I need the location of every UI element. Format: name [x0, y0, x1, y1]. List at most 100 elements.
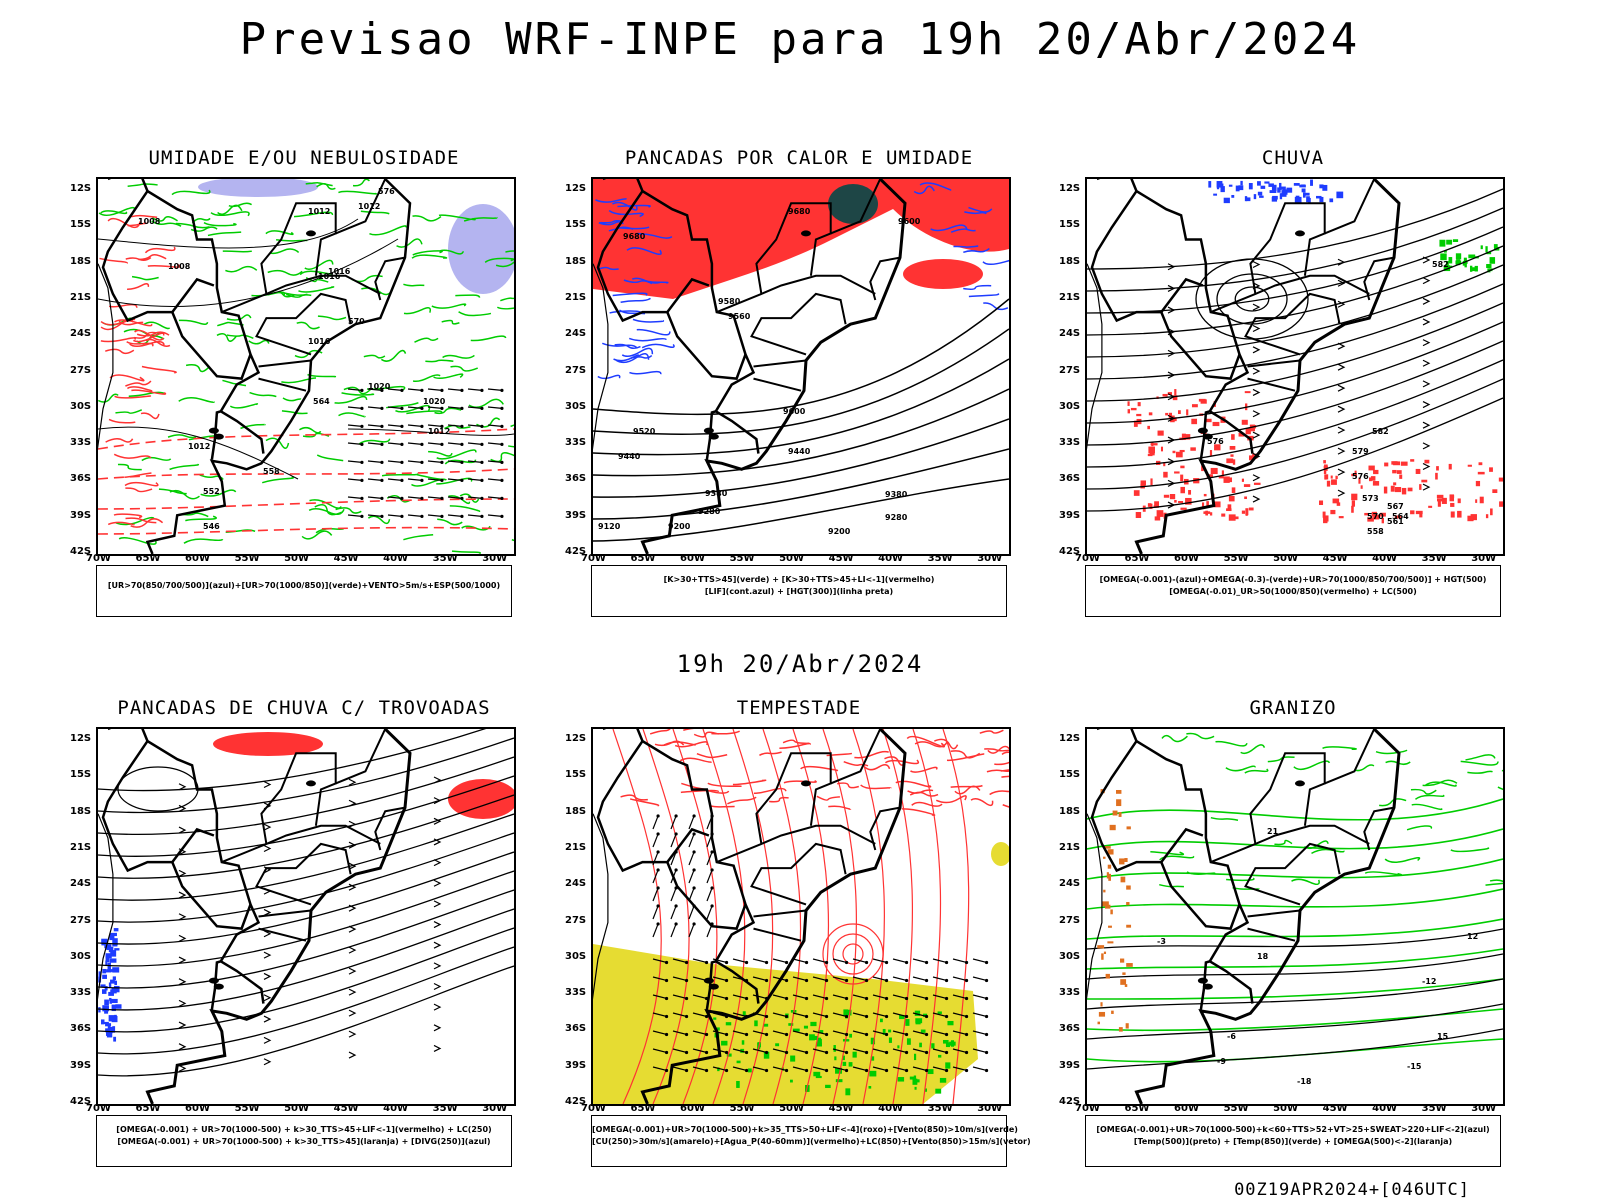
streamline — [98, 946, 514, 1055]
streamline — [1087, 188, 1503, 270]
contour-label: 12 — [1467, 932, 1478, 941]
lc850-streamline — [822, 729, 858, 1104]
lon-tick-label: 70W — [581, 553, 606, 564]
coastline — [145, 179, 412, 554]
political-border — [335, 179, 387, 235]
streamline-arrow — [1167, 414, 1176, 422]
lon-tick-label: 35W — [432, 553, 458, 564]
pressure-contour — [98, 426, 299, 480]
lon-tick-label: 65W — [630, 553, 656, 564]
political-border — [258, 377, 307, 392]
legend-line: [CU(250)>30m/s](amarelo)+[Agua_P(40-60mm… — [592, 1137, 1031, 1146]
coastline — [640, 729, 907, 1104]
contour-label: 9200 — [668, 522, 691, 531]
lat-tick-label: 24S — [565, 328, 587, 340]
lat-tick-label: 30S — [565, 400, 587, 412]
contour-label: 1008 — [168, 262, 191, 271]
lat-tick-label: 42S — [1059, 546, 1081, 557]
streamline-arrow — [263, 1036, 272, 1044]
temp850-contour — [1087, 1008, 1503, 1032]
contour-label: 9600 — [898, 217, 921, 226]
contour-label: 9440 — [618, 452, 641, 461]
contour-label: 1020 — [368, 382, 391, 391]
streamline-arrow — [178, 869, 187, 877]
lat-tick-label: 39S — [1059, 509, 1081, 521]
streamline-arrow — [1422, 401, 1431, 409]
political-border — [171, 311, 252, 380]
contour-label: 564 — [1392, 512, 1409, 521]
contour-label: 558 — [263, 467, 280, 476]
legend-line: [OMEGA(-0.001)-(azul)+OMEGA(-0.3)-(verde… — [1099, 575, 1487, 584]
contour-label: 1012 — [188, 442, 210, 451]
political-border — [1090, 740, 1204, 873]
streamline-arrow — [1337, 447, 1346, 455]
thickness-contour — [98, 526, 514, 535]
contour-label: 570 — [1367, 512, 1384, 521]
map-panel-chuva: 582 582 579 576 573 570 567 564 561 558 576 — [1085, 177, 1505, 556]
contour-label: 1008 — [138, 217, 161, 226]
red-rain-area — [1319, 459, 1503, 524]
contour-label: 9680 — [788, 207, 811, 216]
streamline-arrow — [348, 1051, 357, 1059]
contour-label: 1016 — [318, 272, 341, 281]
lat-tick-label: 18S — [565, 805, 587, 817]
streamline-arrow — [433, 817, 442, 825]
map-basemap — [98, 179, 412, 554]
lon-tick-label: 70W — [86, 553, 111, 564]
thickness-contour — [98, 498, 514, 510]
political-border — [602, 179, 760, 454]
political-border — [716, 824, 876, 864]
lat-tick-label: 15S — [70, 769, 92, 781]
lat-tick-label: 30S — [1059, 400, 1081, 412]
political-border — [1247, 359, 1301, 368]
lat-tick-label: 24S — [70, 328, 92, 340]
streamline-arrow — [1167, 349, 1176, 357]
contour-label: 570 — [348, 317, 365, 326]
legend-line: [UR>70(850/700/500)](azul)+[UR>70(1000/8… — [107, 581, 501, 590]
contour-label: 15 — [1437, 1032, 1449, 1041]
political-border — [705, 960, 717, 1010]
lon-tick-label: 35W — [927, 1103, 953, 1114]
lon-tick-label: 45W — [333, 553, 359, 564]
map-canvas-granizo: 12 15 18 21 -3 -6 -9 -12 -15 -18 — [1087, 729, 1503, 1104]
lat-tick-label: 33S — [70, 437, 92, 449]
lake-marker — [800, 780, 811, 787]
map-basemap — [1087, 179, 1401, 554]
pressure-contour — [98, 218, 359, 249]
political-border — [1324, 179, 1376, 235]
lat-tick-label: 27S — [70, 364, 92, 376]
wind850-vectors — [652, 814, 714, 938]
streamline-arrow — [1337, 384, 1346, 392]
lat-tick-label: 12S — [70, 733, 92, 745]
political-border — [1090, 190, 1204, 323]
political-border — [260, 202, 337, 295]
streamline-arrow — [1167, 284, 1176, 292]
streamline-arrow — [1252, 367, 1261, 375]
lat-tick-label: 15S — [565, 219, 587, 231]
political-border — [335, 729, 387, 785]
map-panel-pancadas-calor: 9680 9680 9600 9580 9560 9520 9440 9440 9380 9380… — [591, 177, 1011, 556]
political-border — [107, 729, 265, 1004]
streamline — [98, 775, 514, 857]
lat-tick-label: 39S — [565, 509, 587, 521]
streamline — [98, 756, 514, 836]
lon-tick-label: 50W — [779, 553, 805, 564]
contour-label: 576 — [1352, 472, 1369, 481]
lon-tick-label: 50W — [284, 1103, 310, 1114]
lon-tick-label: 40W — [383, 553, 409, 564]
lon-tick-label: 50W — [284, 553, 310, 564]
panel-title-pancadas-trovoadas: PANCADAS DE CHUVA C/ TROVOADAS — [117, 697, 491, 719]
lon-tick-label: 35W — [1421, 553, 1447, 564]
lat-tick-label: 15S — [1059, 769, 1081, 781]
temp850-contour — [1087, 828, 1503, 850]
lake-marker — [208, 427, 219, 434]
streamline-arrow — [263, 908, 272, 916]
streamline-arrow — [348, 883, 357, 891]
lon-tick-label: 60W — [185, 1103, 210, 1114]
yellow-jet-area — [593, 944, 978, 1104]
streamline-arrow — [263, 844, 272, 853]
streamline-arrow — [1337, 468, 1346, 476]
streamline-arrow — [433, 1044, 442, 1052]
political-border — [1210, 824, 1370, 864]
streamline-arrow — [1422, 339, 1431, 347]
